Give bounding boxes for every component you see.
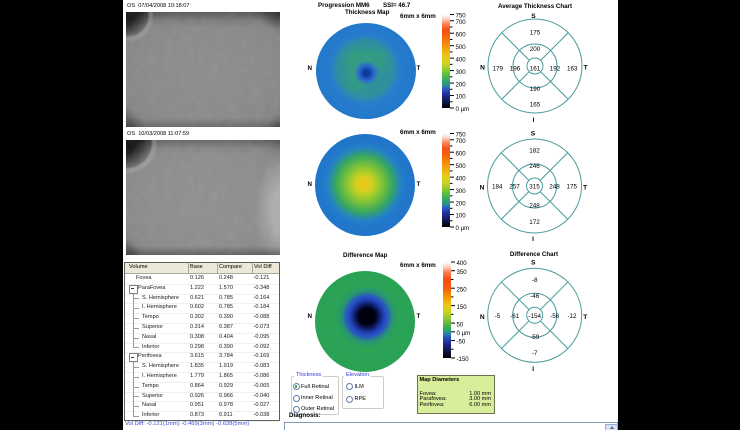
svg-text:-61: -61 xyxy=(510,313,520,320)
svg-text:184: 184 xyxy=(492,184,503,191)
svg-text:-56: -56 xyxy=(550,313,560,320)
svg-text:100: 100 xyxy=(456,213,467,220)
svg-text:250: 250 xyxy=(457,286,468,293)
svg-text:600: 600 xyxy=(456,150,467,157)
svg-text:50: 50 xyxy=(457,321,464,328)
svg-text:T: T xyxy=(584,65,588,72)
svg-text:-154: -154 xyxy=(528,313,541,320)
svg-text:-46: -46 xyxy=(530,293,540,300)
svg-text:161: 161 xyxy=(530,66,541,73)
svg-text:700: 700 xyxy=(456,138,467,145)
svg-text:163: 163 xyxy=(567,66,578,73)
svg-text:175: 175 xyxy=(567,184,578,191)
svg-text:T: T xyxy=(583,184,587,191)
svg-text:400: 400 xyxy=(456,175,467,182)
svg-text:175: 175 xyxy=(530,30,541,37)
svg-text:-8: -8 xyxy=(532,277,538,284)
svg-text:200: 200 xyxy=(456,81,467,88)
svg-text:0 µm: 0 µm xyxy=(457,330,471,337)
svg-text:T: T xyxy=(583,314,587,321)
svg-text:S: S xyxy=(531,13,536,20)
svg-text:-7: -7 xyxy=(532,350,538,357)
svg-text:-50: -50 xyxy=(457,339,466,346)
svg-text:182: 182 xyxy=(529,148,540,155)
svg-text:196: 196 xyxy=(510,66,521,73)
svg-text:I: I xyxy=(532,236,534,243)
svg-text:172: 172 xyxy=(529,219,540,226)
svg-text:N: N xyxy=(480,314,485,321)
svg-text:700: 700 xyxy=(456,19,467,26)
svg-text:600: 600 xyxy=(456,31,467,38)
svg-text:S: S xyxy=(531,131,536,138)
svg-text:200: 200 xyxy=(456,200,467,207)
svg-text:400: 400 xyxy=(457,260,468,267)
svg-text:190: 190 xyxy=(530,86,541,93)
svg-text:100: 100 xyxy=(456,94,467,101)
svg-text:N: N xyxy=(480,184,485,191)
svg-text:I: I xyxy=(532,366,534,373)
svg-text:-59: -59 xyxy=(530,334,540,341)
svg-text:150: 150 xyxy=(457,304,468,311)
svg-text:248: 248 xyxy=(549,184,560,191)
svg-text:300: 300 xyxy=(456,69,467,76)
svg-text:300: 300 xyxy=(456,188,467,195)
svg-text:500: 500 xyxy=(456,163,467,170)
svg-text:Difference Chart: Difference Chart xyxy=(510,251,558,258)
svg-text:192: 192 xyxy=(550,66,561,73)
svg-text:350: 350 xyxy=(457,269,468,276)
svg-text:500: 500 xyxy=(456,44,467,51)
svg-text:200: 200 xyxy=(530,46,541,53)
svg-text:I: I xyxy=(533,117,535,124)
svg-text:0 µm: 0 µm xyxy=(456,106,470,113)
svg-text:S: S xyxy=(531,260,536,267)
svg-text:165: 165 xyxy=(530,102,541,109)
svg-text:179: 179 xyxy=(492,66,503,73)
svg-text:Average Thickness Chart: Average Thickness Chart xyxy=(498,3,572,10)
svg-text:248: 248 xyxy=(529,203,540,210)
svg-text:0 µm: 0 µm xyxy=(456,225,470,232)
svg-text:750: 750 xyxy=(456,13,467,20)
svg-text:-5: -5 xyxy=(495,313,501,320)
svg-text:750: 750 xyxy=(456,132,467,139)
svg-text:400: 400 xyxy=(456,56,467,63)
svg-text:246: 246 xyxy=(529,163,540,170)
svg-text:257: 257 xyxy=(509,184,520,191)
svg-text:-12: -12 xyxy=(567,313,577,320)
svg-text:N: N xyxy=(480,65,485,72)
svg-text:315: 315 xyxy=(529,184,540,191)
svg-text:-150: -150 xyxy=(457,356,470,363)
